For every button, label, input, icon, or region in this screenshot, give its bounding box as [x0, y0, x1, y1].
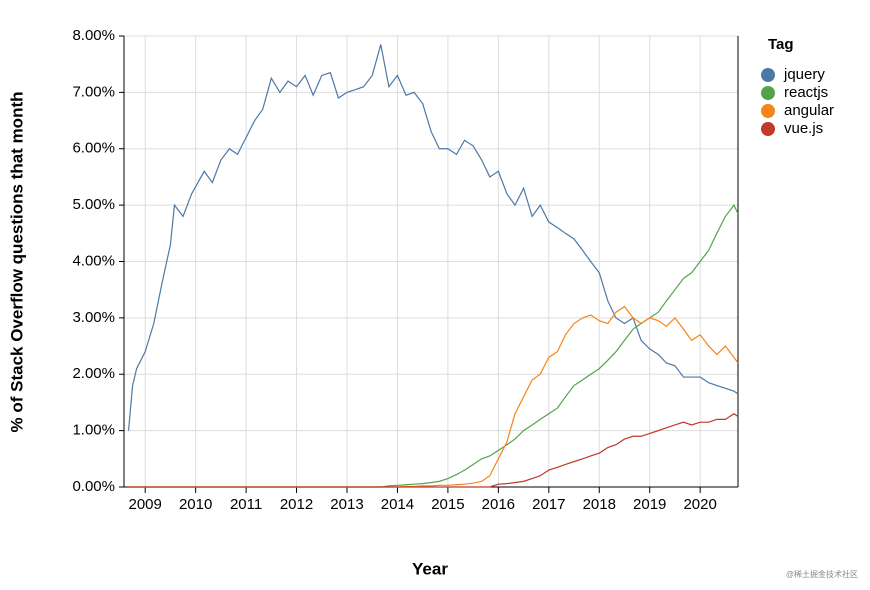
x-tick-label: 2018: [583, 496, 616, 513]
legend-label: reactjs: [784, 84, 828, 101]
legend-swatch: [761, 122, 775, 136]
x-tick-label: 2014: [381, 496, 414, 513]
x-tick-label: 2019: [633, 496, 666, 513]
legend-swatch: [761, 86, 775, 100]
x-tick-label: 2013: [330, 496, 363, 513]
series-line: [128, 412, 739, 488]
legend-label: vue.js: [784, 120, 823, 137]
x-tick-label: 2009: [129, 496, 162, 513]
legend-label: jquery: [783, 66, 825, 83]
y-tick-label: 6.00%: [72, 140, 115, 157]
y-tick-label: 7.00%: [72, 83, 115, 100]
y-tick-label: 1.00%: [72, 422, 115, 439]
x-tick-label: 2011: [230, 496, 262, 513]
legend-swatch: [761, 68, 775, 82]
series-line: [128, 305, 739, 488]
x-tick-label: 2010: [179, 496, 212, 513]
legend-label: angular: [784, 102, 834, 119]
watermark: @稀土掘金技术社区: [786, 569, 858, 579]
y-tick-label: 0.00%: [72, 478, 115, 495]
legend-swatch: [761, 104, 775, 118]
x-tick-label: 2016: [482, 496, 515, 513]
y-tick-label: 5.00%: [72, 196, 115, 213]
x-tick-label: 2015: [431, 496, 464, 513]
y-tick-label: 8.00%: [72, 27, 115, 44]
series-line: [127, 44, 739, 431]
x-tick-label: 2012: [280, 496, 313, 513]
y-tick-label: 4.00%: [72, 252, 115, 269]
x-axis-title: Year: [412, 559, 448, 578]
y-tick-label: 3.00%: [72, 309, 115, 326]
x-tick-label: 2017: [532, 496, 565, 513]
x-tick-label: 2020: [683, 496, 716, 513]
y-tick-label: 2.00%: [72, 365, 115, 382]
y-axis-title: % of Stack Overflow questions that month: [7, 92, 26, 433]
legend-title: Tag: [768, 36, 794, 53]
